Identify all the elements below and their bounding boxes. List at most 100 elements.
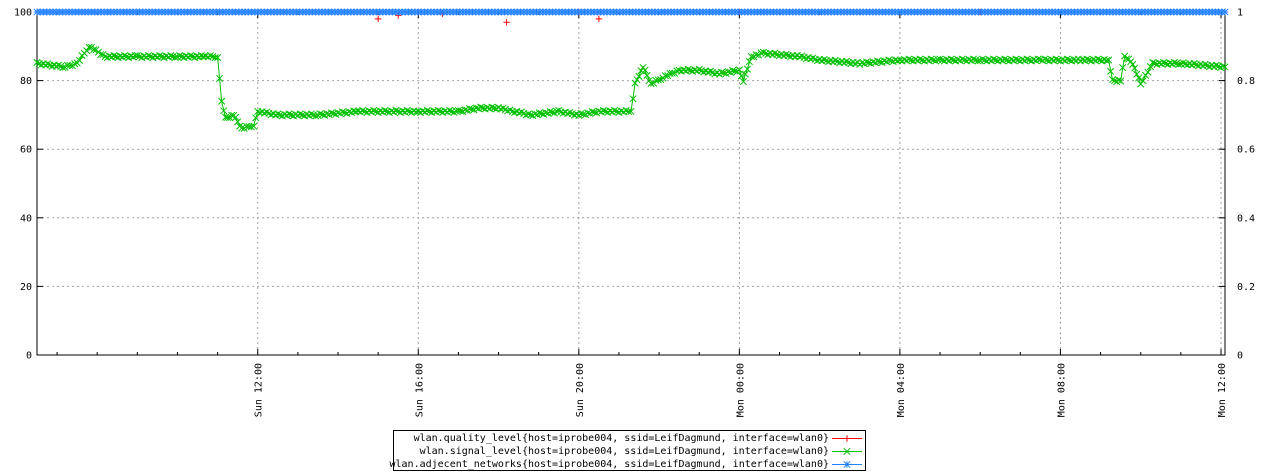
legend-entry: wlan.signal_level{host=iprobe004, ssid=L… <box>394 445 865 458</box>
series-marker <box>1179 59 1187 67</box>
series-marker <box>52 8 60 16</box>
series-marker <box>376 8 384 16</box>
series-marker <box>494 8 502 16</box>
series-marker <box>853 8 861 16</box>
series-marker <box>292 8 300 16</box>
series-marker <box>625 107 633 116</box>
series-marker <box>914 8 922 16</box>
series-marker <box>219 8 227 16</box>
series-marker <box>75 56 84 65</box>
series-marker <box>139 8 147 16</box>
series-marker <box>144 52 153 60</box>
series-marker <box>215 8 224 16</box>
series-marker <box>766 8 774 16</box>
series-marker <box>670 8 678 16</box>
series-marker <box>315 8 323 16</box>
series-marker <box>837 8 845 16</box>
y2-tick-label: 0.2 <box>1237 282 1255 293</box>
series-marker <box>296 110 304 118</box>
series-marker <box>724 68 732 76</box>
series-marker <box>657 8 665 16</box>
series-marker <box>539 8 547 16</box>
series-marker <box>715 8 723 16</box>
x-tick-label: Mon 08:00 <box>1056 363 1067 417</box>
series-marker <box>610 106 619 115</box>
series-marker <box>548 108 556 116</box>
series-marker <box>1035 8 1043 16</box>
series-marker <box>1102 56 1111 65</box>
y-tick-label: 60 <box>20 145 32 156</box>
series-marker <box>481 8 489 16</box>
series-marker <box>651 8 659 16</box>
y-tick-label: 0 <box>26 351 32 362</box>
series-marker <box>833 8 842 16</box>
series-marker <box>299 8 307 16</box>
x-tick-label: Sun 20:00 <box>575 363 586 417</box>
series-marker <box>434 106 442 115</box>
series-marker <box>962 8 970 16</box>
series-marker <box>307 110 315 118</box>
series-marker <box>1041 55 1049 63</box>
series-marker <box>856 8 864 16</box>
series-marker <box>1106 8 1114 16</box>
series-marker <box>743 65 751 73</box>
series-marker <box>71 60 79 68</box>
series-marker <box>267 8 275 16</box>
series-marker <box>488 8 496 16</box>
series-marker <box>454 106 462 115</box>
series-marker <box>849 8 858 16</box>
series-marker <box>135 8 144 16</box>
series-marker <box>214 54 222 62</box>
series-marker <box>728 8 736 16</box>
series-marker <box>729 66 737 75</box>
series-marker <box>1160 58 1168 67</box>
series-marker <box>353 8 361 16</box>
x-tick-label: Mon 00:00 <box>735 363 746 417</box>
series-marker <box>504 8 512 16</box>
series-marker <box>55 8 63 16</box>
series-marker <box>747 8 755 16</box>
series-marker <box>65 8 73 16</box>
series-marker <box>532 8 541 16</box>
series-marker <box>641 66 649 74</box>
series-marker <box>969 55 978 63</box>
series-marker <box>1160 8 1168 16</box>
series-marker <box>1003 8 1011 16</box>
series-marker <box>477 103 485 111</box>
series-marker <box>129 8 137 16</box>
series-marker <box>1167 8 1175 16</box>
series-marker <box>542 108 550 117</box>
series-marker <box>846 8 854 16</box>
series-marker <box>1105 56 1113 64</box>
series-marker <box>769 8 778 16</box>
series-marker <box>753 8 762 16</box>
series-marker <box>516 8 525 16</box>
series-marker <box>206 52 214 60</box>
series-marker <box>801 8 810 16</box>
series-marker <box>270 8 278 16</box>
series-marker <box>531 110 539 118</box>
series-marker <box>792 8 800 16</box>
series-marker <box>83 47 91 55</box>
series-marker <box>843 8 851 16</box>
series-marker <box>488 103 496 111</box>
series-marker <box>350 8 358 16</box>
series-marker <box>33 58 41 67</box>
series-marker <box>148 8 156 16</box>
y2-tick-label: 1 <box>1237 8 1243 19</box>
series-marker <box>289 8 297 16</box>
series-marker <box>821 8 829 16</box>
series-marker <box>500 8 509 16</box>
series-marker <box>220 107 228 115</box>
series-marker <box>1201 60 1209 68</box>
series-marker <box>211 54 219 62</box>
series-2 <box>33 8 1229 16</box>
series-marker <box>535 109 543 117</box>
series-marker <box>593 8 601 16</box>
series-marker <box>503 19 510 26</box>
series-marker <box>430 8 438 16</box>
series-marker <box>782 8 790 16</box>
series-marker <box>206 8 214 16</box>
series-marker <box>773 8 781 16</box>
series-marker <box>546 107 554 116</box>
